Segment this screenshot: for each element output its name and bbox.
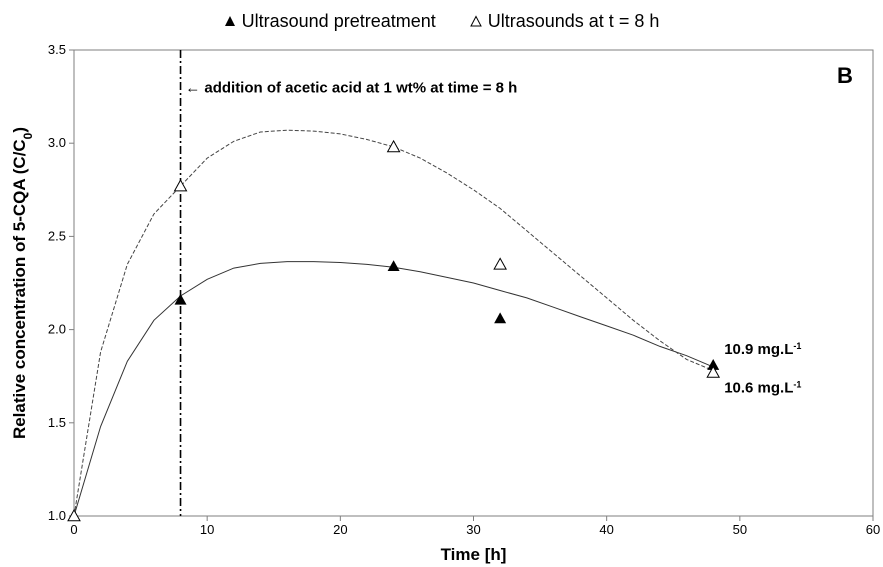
legend-label: Ultrasounds at t = 8 h <box>487 10 660 31</box>
fit-curve <box>73 129 714 517</box>
x-tick-label: 40 <box>599 522 613 537</box>
filled-triangle-icon <box>224 16 235 26</box>
x-tick-label: 20 <box>333 522 347 537</box>
data-point-filled-triangle <box>174 293 187 305</box>
x-tick-label: 10 <box>200 522 214 537</box>
data-point-open-triangle <box>493 257 507 270</box>
open-triangle-icon <box>469 15 482 27</box>
y-tick-label: 2.0 <box>48 322 66 337</box>
x-axis-title: Time [h] <box>441 545 507 564</box>
point-label: 10.9 mg.L-1 <box>724 341 801 358</box>
y-tick-label: 1.5 <box>48 415 66 430</box>
data-point-filled-triangle <box>387 260 400 272</box>
data-point-open-triangle <box>67 508 81 522</box>
y-tick-label: 1.0 <box>48 508 66 523</box>
point-label: 10.6 mg.L-1 <box>724 379 801 396</box>
fit-curves <box>73 129 714 517</box>
axes: 0 10 20 30 40 50 60 1.0 1.5 2.0 2.5 3.0 3.5 Time [h] R… <box>10 42 880 564</box>
y-tick-label: 2.5 <box>48 228 66 243</box>
data-point-open-triangle <box>173 179 188 192</box>
data-point-filled-triangle <box>494 312 507 324</box>
data-point-filled-triangle <box>707 359 720 370</box>
x-tick-label: 0 <box>70 522 77 537</box>
legend-label: Ultrasound pretreatment <box>241 10 436 31</box>
data-point-open-triangle <box>706 365 721 378</box>
legend-item-ultrasounds-at-8h: Ultrasounds at t = 8 h <box>469 9 660 33</box>
data-markers <box>67 139 721 522</box>
panel-label: B <box>837 63 853 88</box>
legend-item-ultrasound-pretreatment: Ultrasound pretreatment <box>224 9 436 33</box>
y-tick-label: 3.5 <box>48 42 66 57</box>
chart-labels: ← addition of acetic acid at 1 wt% at ti… <box>185 79 801 396</box>
annotation: ← addition of acetic acid at 1 wt% at ti… <box>185 79 517 96</box>
y-tick-label: 3.0 <box>48 135 66 150</box>
x-tick-label: 30 <box>466 522 480 537</box>
data-point-open-triangle <box>386 139 401 153</box>
x-tick-label: 50 <box>733 522 747 537</box>
x-tick-label: 60 <box>866 522 880 537</box>
legend: Ultrasound pretreatment Ultrasounds at t… <box>0 9 883 33</box>
fit-curve <box>73 261 714 517</box>
y-axis-title: Relative concentration of 5-CQA (C/C0) <box>10 127 35 439</box>
